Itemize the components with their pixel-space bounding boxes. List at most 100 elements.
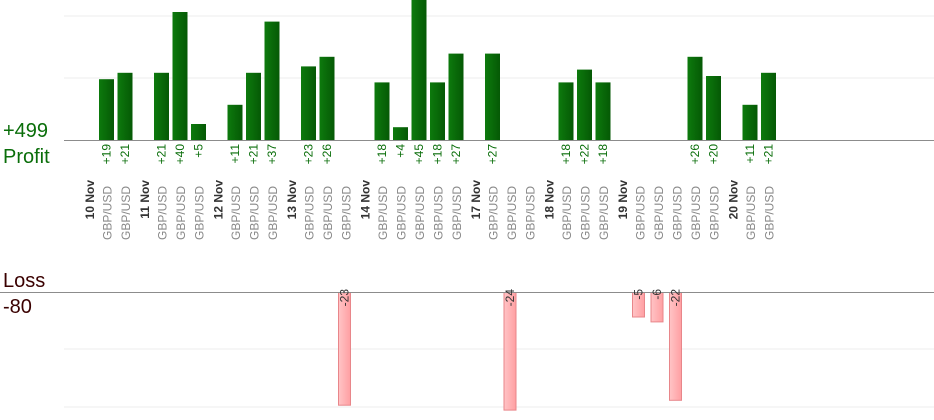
profit-value-label: +23 [302,144,316,165]
loss-value-label: -5 [632,289,646,300]
loss-value-label: -22 [669,289,683,307]
date-label: 19 Nov [616,180,630,220]
profit-bar [411,0,427,140]
loss-value-label: -23 [338,289,352,307]
pair-label: GBP/USD [763,186,777,240]
profit-bar [301,66,316,140]
profit-value-label: +26 [320,144,334,165]
profit-bar [430,82,445,140]
profit-value-label: +11 [743,144,757,164]
profit-value-label: +27 [449,144,463,165]
loss-value-label: -24 [503,289,517,307]
pair-label: GBP/USD [597,186,611,240]
profit-bar [761,72,776,140]
baselines [0,140,934,293]
grid-lines [64,15,934,408]
profit-value-label: +21 [247,144,261,165]
profit-bar [172,12,188,140]
profit-bar [706,76,721,140]
profit-label: Profit [3,146,50,168]
profit-bar [485,53,500,140]
pair-label: GBP/USD [432,186,446,240]
pair-label: GBP/USD [193,186,207,240]
profit-value-label: +45 [412,144,426,165]
pair-label: GBP/USD [119,186,133,240]
profit-value-label: +37 [265,144,279,165]
pair-label: GBP/USD [744,186,758,240]
profit-value-label: +26 [688,144,702,165]
pair-label: GBP/USD [634,186,648,240]
loss-bar [669,292,682,401]
pair-label: GBP/USD [266,186,280,240]
profit-value-label: +21 [118,144,132,165]
profit-bar [577,69,592,140]
profit-value-label: +40 [173,144,187,165]
profit-bar [154,72,169,140]
loss-value-label: -6 [650,289,664,300]
profit-bar [558,82,574,140]
profit-bar [448,53,464,140]
profit-value-label: +18 [596,144,610,165]
pair-label: GBP/USD [174,186,188,240]
pair-label: GBP/USD [671,186,685,240]
pair-label: GBP/USD [413,186,427,240]
pair-label: GBP/USD [505,186,519,240]
profit-value-label: +21 [155,144,169,165]
pair-label: GBP/USD [248,186,262,240]
pair-label: GBP/USD [487,186,501,240]
profit-value-label: +18 [559,144,573,165]
pair-label: GBP/USD [560,186,574,240]
loss-label: Loss [3,270,46,292]
profit-bar [595,82,611,140]
date-label: 12 Nov [212,180,226,220]
profit-bar [191,124,206,140]
profit-bar [393,127,408,140]
profit-bar [99,79,114,140]
profit-value-label: +18 [431,144,445,165]
profit-bar [374,82,390,140]
date-label: 14 Nov [359,180,373,220]
pair-label: GBP/USD [689,186,703,240]
profit-bar [742,104,758,140]
date-label: 11 Nov [138,180,152,219]
pair-label: GBP/USD [303,186,317,240]
profit-value-label: +11 [228,144,242,164]
profit-value-label: +5 [192,144,206,158]
date-label: 13 Nov [285,180,299,220]
pair-label: GBP/USD [229,186,243,240]
date-label: 20 Nov [727,180,741,220]
loss-bars [338,292,682,411]
pair-label: GBP/USD [156,186,170,240]
pair-label: GBP/USD [579,186,593,240]
pair-label: GBP/USD [101,186,115,240]
profit-bar [319,56,335,140]
profit-value-label: +19 [100,144,114,165]
pair-label: GBP/USD [652,186,666,240]
pair-label: GBP/USD [395,186,409,240]
profit-bar [687,56,703,140]
profit-value-label: +18 [375,144,389,165]
pair-label: GBP/USD [340,186,354,240]
profit-value-label: +22 [578,144,592,165]
profit-bar [264,21,280,141]
profit-bar [227,104,243,140]
profit-value-label: +27 [486,144,500,165]
pair-label: GBP/USD [450,186,464,240]
pair-label: GBP/USD [708,186,722,240]
profit-value-label: +21 [762,144,776,165]
pair-label: GBP/USD [376,186,390,240]
loss-total: -80 [3,296,32,318]
profit-value-label: +4 [394,144,408,158]
loss-bar [503,292,517,411]
profit-value-label: +20 [707,144,721,165]
loss-bar [338,292,351,406]
profit-total: +499 [3,120,49,142]
profit-bar [246,72,261,140]
bar-labels: 10 Nov +19 GBP/USD +21 GBP/USD 11 Nov +21 GBP/U… [83,144,777,307]
profit-bar [117,72,133,140]
pair-label: GBP/USD [524,186,538,240]
date-label: 18 Nov [543,180,557,220]
profit-bars [99,0,776,141]
pair-label: GBP/USD [321,186,335,240]
